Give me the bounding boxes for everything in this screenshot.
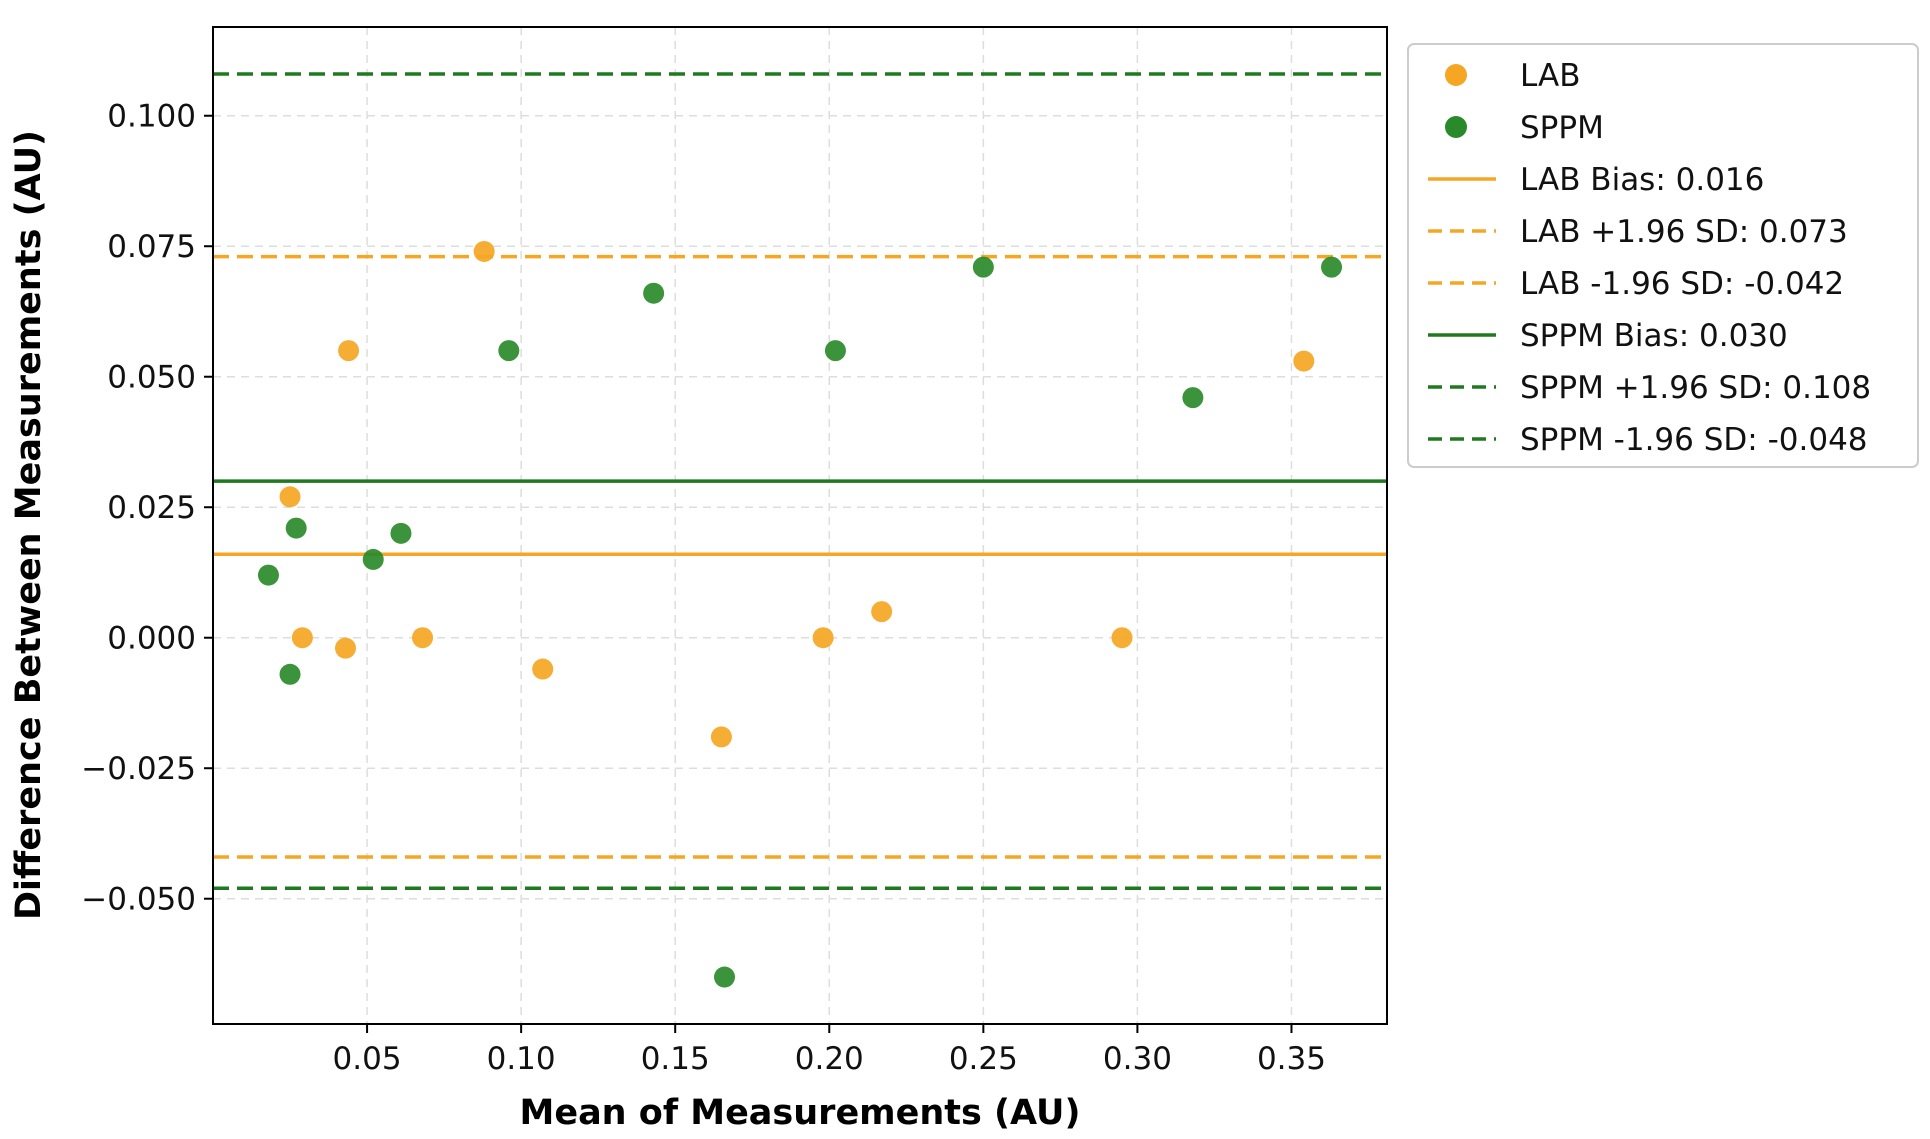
y-tick-label: 0.075	[107, 229, 196, 265]
y-tick-label: 0.100	[107, 99, 196, 135]
legend-label: SPPM +1.96 SD: 0.108	[1520, 370, 1871, 406]
legend-label: LAB -1.96 SD: -0.042	[1520, 266, 1844, 302]
x-tick-label: 0.20	[795, 1041, 864, 1077]
data-point-lab	[473, 240, 495, 262]
legend-marker	[1445, 64, 1467, 86]
scatter-points	[257, 240, 1343, 988]
data-point-lab	[532, 658, 554, 680]
x-tick-label: 0.35	[1257, 1041, 1326, 1077]
x-axis-ticks: 0.05 0.10 0.15 0.20 0.25 0.30 0.35	[333, 1024, 1326, 1077]
data-point-lab	[871, 601, 893, 623]
plot-frame	[212, 26, 1388, 1025]
grid-layer	[213, 27, 1387, 1024]
y-tick-label: 0.050	[107, 360, 196, 396]
legend-items: LAB SPPM LAB Bias: 0.016 LAB +1.96 SD: 0.07…	[1428, 58, 1871, 458]
data-point-sppm	[643, 282, 665, 304]
y-tick-label: −0.050	[81, 882, 196, 918]
data-point-sppm	[279, 663, 301, 685]
legend-label: LAB	[1520, 58, 1580, 94]
legend-label: SPPM -1.96 SD: -0.048	[1520, 422, 1868, 458]
data-point-sppm	[285, 517, 307, 539]
y-tick-label: 0.025	[107, 490, 196, 526]
legend: LAB SPPM LAB Bias: 0.016 LAB +1.96 SD: 0.07…	[1407, 43, 1919, 468]
x-tick-label: 0.05	[333, 1041, 402, 1077]
data-point-sppm	[498, 340, 520, 362]
reference-lines	[213, 72, 1387, 891]
data-point-lab	[710, 726, 732, 748]
x-tick-label: 0.15	[641, 1041, 710, 1077]
data-point-sppm	[1321, 256, 1343, 278]
data-point-lab	[334, 637, 356, 659]
data-point-sppm	[824, 340, 846, 362]
data-point-sppm	[1182, 387, 1204, 409]
legend-label: LAB +1.96 SD: 0.073	[1520, 214, 1848, 250]
data-point-sppm	[257, 564, 279, 586]
legend-frame	[1407, 43, 1919, 468]
data-point-lab	[279, 486, 301, 508]
x-tick-label: 0.25	[949, 1041, 1018, 1077]
legend-label: SPPM	[1520, 110, 1604, 146]
data-point-lab	[338, 340, 360, 362]
data-point-lab	[812, 627, 834, 649]
y-axis-title: Difference Between Measurements (AU)	[9, 130, 49, 920]
y-axis-ticks: −0.050 −0.025 0.000 0.025 0.050 0.075 0.100	[81, 99, 213, 918]
legend-label: SPPM Bias: 0.030	[1520, 318, 1788, 354]
data-point-sppm	[972, 256, 994, 278]
data-point-sppm	[390, 522, 412, 544]
x-tick-label: 0.10	[487, 1041, 556, 1077]
legend-label: LAB Bias: 0.016	[1520, 162, 1764, 198]
data-point-sppm	[714, 966, 736, 988]
data-point-lab	[412, 627, 434, 649]
x-tick-label: 0.30	[1103, 1041, 1172, 1077]
data-point-lab	[1293, 350, 1315, 372]
legend-marker	[1445, 116, 1467, 138]
data-point-lab	[291, 627, 313, 649]
y-tick-label: −0.025	[81, 751, 196, 787]
x-axis-title: Mean of Measurements (AU)	[520, 1093, 1081, 1133]
y-tick-label: 0.000	[107, 621, 196, 657]
data-point-sppm	[362, 548, 384, 570]
data-point-lab	[1111, 627, 1133, 649]
